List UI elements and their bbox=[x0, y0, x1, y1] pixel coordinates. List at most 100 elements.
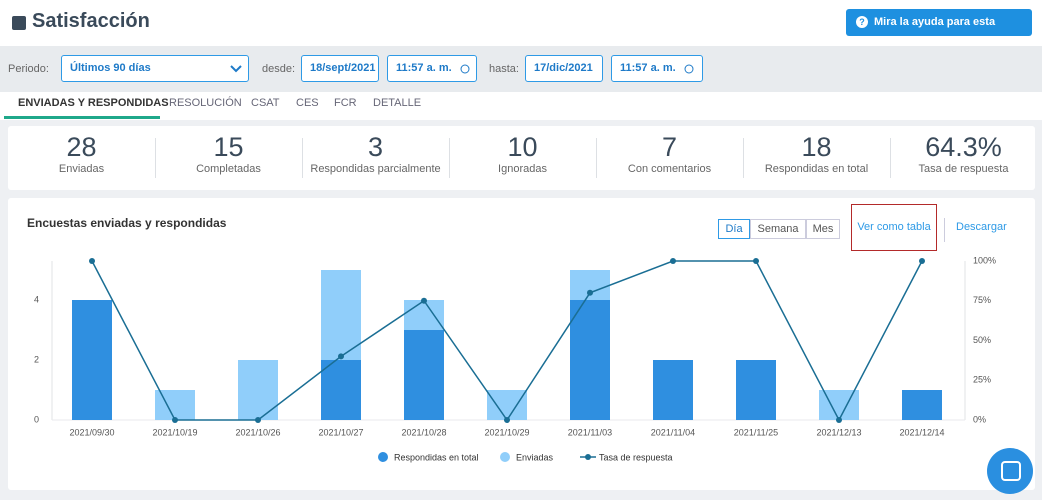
x-tick-label: 2021/10/28 bbox=[401, 427, 446, 437]
stat-label: Respondidas en total bbox=[764, 163, 869, 175]
granularity-button[interactable]: Día bbox=[718, 219, 750, 239]
from-date[interactable]: 18/sept/2021 bbox=[301, 55, 379, 82]
y-tick-label: 2 bbox=[34, 354, 39, 364]
tab[interactable]: CES bbox=[296, 97, 319, 109]
stat-value: 7 bbox=[661, 132, 678, 162]
y2-tick-label: 100% bbox=[973, 255, 996, 265]
separator bbox=[302, 138, 303, 178]
tab[interactable]: FCR bbox=[334, 97, 357, 109]
x-tick-label: 2021/09/30 bbox=[69, 427, 114, 437]
x-tick-label: 2021/11/25 bbox=[734, 427, 778, 437]
line-point bbox=[753, 258, 759, 264]
line-point bbox=[421, 297, 427, 304]
stat-value: 15 bbox=[213, 132, 244, 162]
bar bbox=[736, 360, 776, 420]
line-point bbox=[338, 353, 344, 360]
bar bbox=[72, 300, 112, 420]
active-tab-indicator bbox=[4, 116, 160, 119]
line-point bbox=[919, 258, 925, 264]
chevron bbox=[230, 65, 242, 73]
x-tick-label: 2021/10/19 bbox=[152, 427, 197, 437]
line-point bbox=[836, 417, 842, 423]
separator bbox=[596, 138, 597, 178]
y2-tick-label: 25% bbox=[973, 375, 991, 385]
stat-label: Tasa de respuesta bbox=[918, 163, 1009, 175]
to-label: hasta: bbox=[489, 63, 519, 75]
from-label: desde: bbox=[262, 63, 296, 75]
stat-value: 10 bbox=[507, 132, 538, 162]
period-label: Periodo: bbox=[8, 63, 49, 75]
stat-value: 28 bbox=[66, 132, 97, 162]
stat-label: Enviadas bbox=[58, 163, 105, 175]
granularity-button[interactable]: Semana bbox=[750, 219, 806, 239]
tab[interactable]: CSAT bbox=[251, 97, 280, 109]
line-point bbox=[255, 417, 261, 423]
stats-card: 28 Enviadas 15 Completadas 3 Respondidas parc… bbox=[8, 126, 1035, 190]
x-tick-label: 2021/10/29 bbox=[484, 427, 529, 437]
tab[interactable]: DETALLE bbox=[373, 97, 422, 109]
tab[interactable]: ENVIADAS Y RESPONDIDAS bbox=[18, 97, 169, 109]
line-point bbox=[587, 289, 593, 296]
line-point bbox=[504, 417, 510, 423]
stat-label: Completadas bbox=[196, 163, 261, 175]
line-point bbox=[670, 258, 676, 264]
legend-symbol bbox=[500, 452, 510, 462]
bar bbox=[653, 360, 693, 420]
clock bbox=[460, 64, 470, 74]
line-point bbox=[89, 258, 95, 264]
legend-label: Respondidas en total bbox=[394, 452, 479, 462]
stat-label: Con comentarios bbox=[627, 163, 712, 175]
to-date[interactable]: 17/dic/2021 bbox=[525, 55, 603, 82]
chat-button[interactable] bbox=[987, 448, 1033, 494]
from-time-value: 11:57 a. m. bbox=[396, 62, 452, 74]
period-select[interactable]: Últimos 90 días bbox=[61, 55, 249, 82]
y2-tick-label: 50% bbox=[973, 335, 991, 345]
legend-symbol bbox=[585, 454, 591, 460]
header: Satisfacción Mira la ayuda para esta sec… bbox=[0, 0, 1042, 55]
stat-value: 18 bbox=[801, 132, 832, 162]
stat-value: 3 bbox=[367, 132, 384, 162]
filter-bar: Periodo: Últimos 90 días desde: 18/sept/… bbox=[0, 46, 1042, 92]
chart-title: Encuestas enviadas y respondidas bbox=[27, 216, 227, 230]
stat-value: 64.3% bbox=[925, 132, 1002, 162]
legend-symbol bbox=[378, 452, 388, 462]
page-title: Satisfacción bbox=[32, 10, 150, 32]
to-time-value: 11:57 a. m. bbox=[620, 62, 676, 74]
stat: 64.3% Tasa de respuesta bbox=[890, 126, 1037, 190]
help-button[interactable]: Mira la ayuda para esta sección bbox=[846, 9, 1032, 55]
table-link[interactable]: Ver como tabla bbox=[851, 204, 937, 251]
from-time[interactable]: 11:57 a. m. bbox=[387, 55, 477, 82]
x-tick-label: 2021/11/04 bbox=[651, 427, 695, 437]
stat-label: Respondidas parcialmente bbox=[310, 163, 441, 175]
chart-card: Encuestas enviadas y respondidas Día Sem… bbox=[8, 198, 1035, 490]
legend-label: Tasa de respuesta bbox=[599, 452, 673, 462]
title-icon bbox=[12, 16, 26, 30]
stat: 18 Respondidas en total bbox=[743, 126, 890, 190]
legend-label: Enviadas bbox=[516, 452, 554, 462]
to-time[interactable]: 11:57 a. m. bbox=[611, 55, 703, 82]
x-tick-label: 2021/10/26 bbox=[235, 427, 280, 437]
granularity-button[interactable]: Mes bbox=[806, 219, 840, 239]
bar bbox=[238, 360, 278, 420]
tab-bar: ENVIADAS Y RESPONDIDAS RESOLUCIÓN CSAT CES F… bbox=[0, 92, 1042, 120]
separator bbox=[155, 138, 156, 178]
separator bbox=[449, 138, 450, 178]
stat: 10 Ignoradas bbox=[449, 126, 596, 190]
bar bbox=[487, 390, 527, 420]
line-point bbox=[172, 417, 178, 423]
stat: 15 Completadas bbox=[155, 126, 302, 190]
y2-tick-label: 75% bbox=[973, 295, 991, 305]
x-tick-label: 2021/10/27 bbox=[318, 427, 363, 437]
bar bbox=[570, 300, 610, 420]
y2-tick-label: 0% bbox=[973, 414, 986, 424]
stat: 7 Con comentarios bbox=[596, 126, 743, 190]
stat-label: Ignoradas bbox=[498, 163, 547, 175]
download-link[interactable]: Descargar bbox=[956, 221, 1007, 233]
bar bbox=[902, 390, 942, 420]
tab[interactable]: RESOLUCIÓN bbox=[169, 97, 242, 109]
separator bbox=[944, 218, 945, 242]
bar bbox=[404, 330, 444, 420]
y-tick-label: 0 bbox=[34, 414, 39, 424]
bar bbox=[321, 360, 361, 420]
